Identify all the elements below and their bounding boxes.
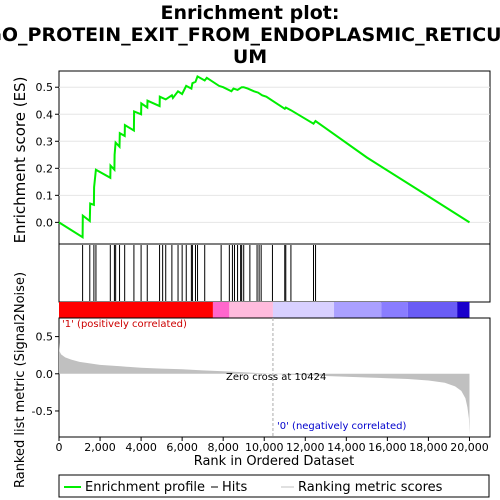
hits-group — [82, 245, 317, 301]
positive-corr-label: '1' (positively correlated) — [62, 319, 187, 330]
x-tick-label: 20,000 — [450, 441, 489, 454]
metric-y-tick-label: -0.5 — [32, 405, 53, 418]
x-tick-label: 18,000 — [409, 441, 448, 454]
es-y-tick-label: 0.4 — [36, 108, 54, 121]
chart-title-line3: UM — [233, 46, 267, 68]
color-bar-segment — [334, 302, 382, 318]
legend-box — [58, 474, 490, 498]
color-bar-segment — [59, 302, 213, 318]
chart-title-line2: GO_PROTEIN_EXIT_FROM_ENDOPLASMIC_RETICUL — [0, 24, 500, 46]
es-panel-frame — [58, 70, 491, 245]
hits-panel-frame — [58, 243, 491, 303]
chart-title-line1: Enrichment plot: — [161, 2, 340, 24]
es-y-axis: 0.0 0.1 0.2 0.3 0.4 0.5 — [36, 81, 59, 229]
legend-metric-label: Ranking metric scores — [298, 480, 443, 495]
x-tick-label: 2,000 — [84, 441, 116, 454]
es-panel-gridlines — [59, 86, 490, 223]
color-bar-segment — [457, 302, 470, 318]
es-y-tick-label: 0.1 — [36, 189, 54, 202]
metric-y-tick-label: 0.0 — [36, 368, 54, 381]
rank-color-bar — [59, 302, 470, 318]
x-tick-label: 8,000 — [207, 441, 239, 454]
x-tick-label: 12,000 — [286, 441, 325, 454]
zero-cross-label: Zero cross at 10424 — [226, 372, 326, 383]
metric-y-axis-label: Ranked list metric (Signal2Noise) — [13, 272, 28, 488]
x-axis: 0 2,000 4,000 6,000 8,000 10,000 12,000 14,000 1… — [56, 437, 489, 454]
color-bar-segment — [407, 302, 458, 318]
es-curve-line — [58, 74, 471, 239]
x-tick-label: 16,000 — [368, 441, 407, 454]
color-bar-segment — [272, 302, 335, 318]
x-tick-label: 4,000 — [125, 441, 157, 454]
x-axis-label: Rank in Ordered Dataset — [194, 454, 355, 469]
x-tick-label: 6,000 — [166, 441, 198, 454]
color-bar-segment — [212, 302, 230, 318]
x-tick-label: 10,000 — [245, 441, 284, 454]
metric-area — [59, 342, 470, 435]
x-tick-label: 14,000 — [327, 441, 366, 454]
es-y-axis-label: Enrichment score (ES) — [11, 77, 29, 244]
metric-y-axis: 0.5 0.0 -0.5 — [32, 331, 59, 418]
es-y-tick-label: 0.3 — [36, 135, 54, 148]
es-y-tick-label: 0.5 — [36, 81, 54, 94]
es-y-tick-label: 0.0 — [36, 216, 54, 229]
color-bar-segment — [229, 302, 273, 318]
x-tick-label: 0 — [56, 441, 63, 454]
legend-es-label: Enrichment profile — [85, 480, 205, 495]
color-bar-segment — [381, 302, 408, 318]
es-y-tick-label: 0.2 — [36, 162, 54, 175]
negative-corr-label: '0' (negatively correlated) — [277, 421, 406, 432]
metric-panel-frame — [58, 317, 491, 438]
legend-hits-label: Hits — [222, 480, 247, 495]
metric-y-tick-label: 0.5 — [36, 331, 54, 344]
